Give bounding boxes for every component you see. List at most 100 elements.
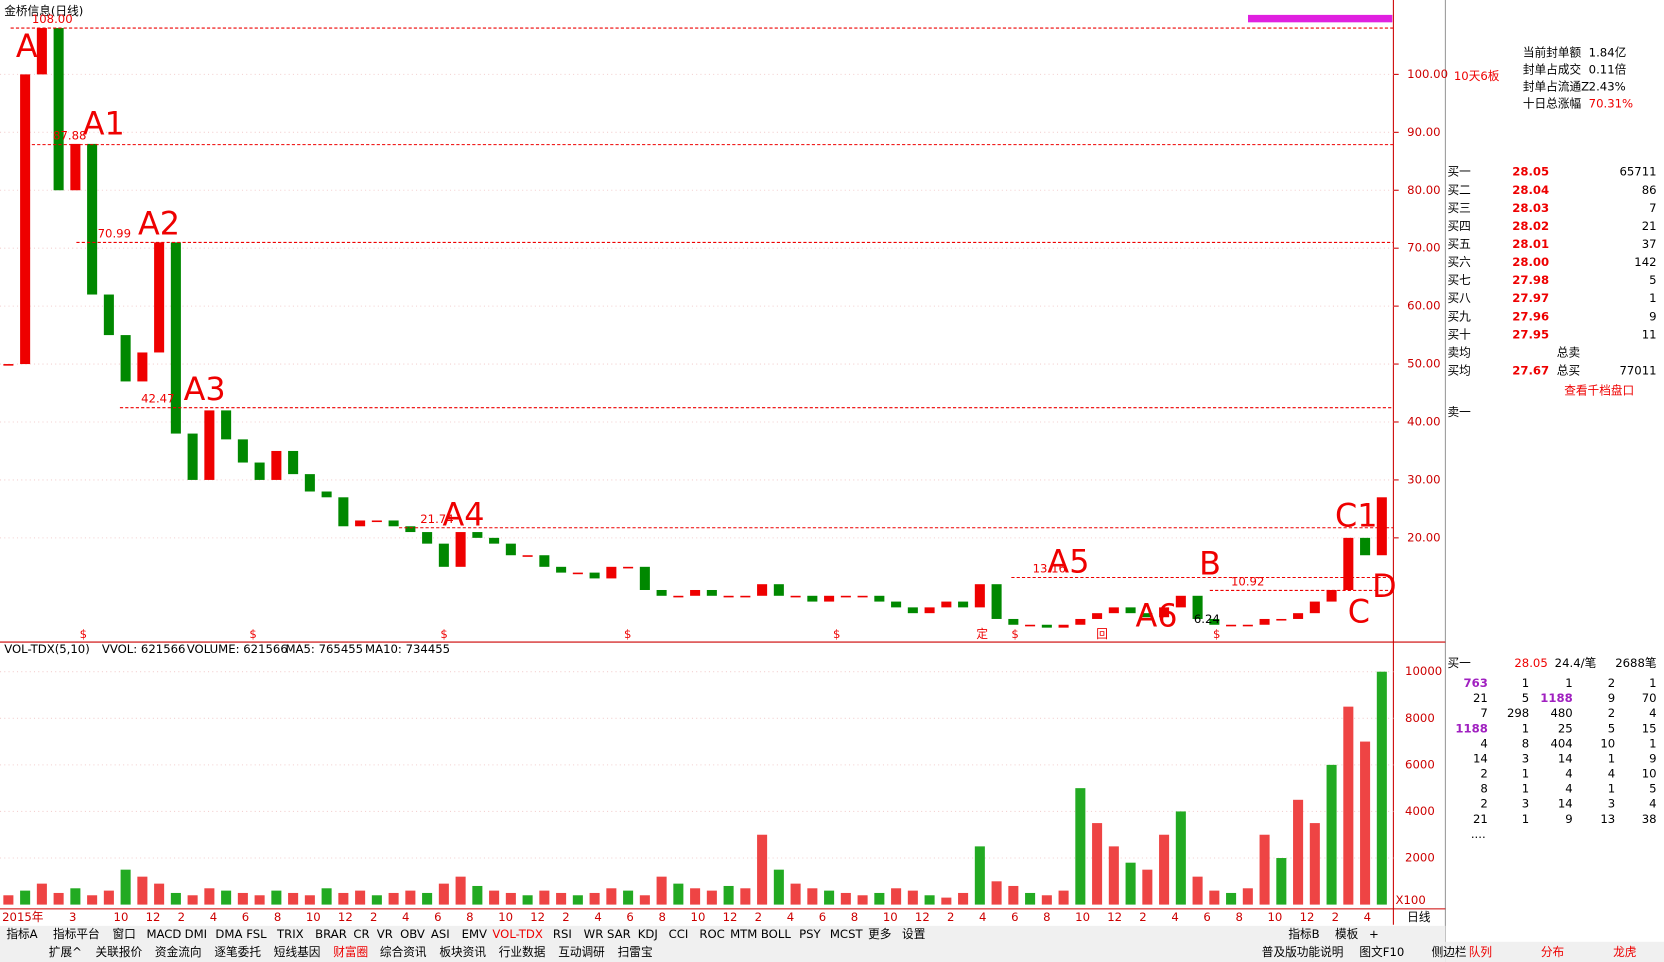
toolbar-tab[interactable]: 扫雷宝 [618,945,653,959]
toolbar-tab[interactable]: TRIX [276,927,304,941]
toolbar-tab[interactable]: MCST [830,927,864,941]
volume-bar [958,892,969,905]
x-tick-label: 6 [1203,910,1210,924]
volume-bar [991,881,1002,905]
toolbar-tab[interactable]: KDJ [638,927,658,941]
toolbar-tab[interactable]: FSL [246,927,267,941]
toolbar-tab[interactable]: MACD [146,927,181,941]
toolbar-tab[interactable]: + [1369,927,1379,941]
toolbar-tab[interactable]: PSY [799,927,821,941]
side-tab[interactable]: 龙虎 [1613,945,1636,959]
y-tick-label: 60.00 [1407,299,1440,313]
volume-bar [974,846,985,905]
bid-level: 买七 [1448,273,1472,287]
tick-cell: 4 [1649,706,1656,720]
toolbar-tab[interactable]: SAR [607,927,631,941]
candle [974,584,985,608]
candle [522,555,533,557]
toolbar-tab[interactable]: ROC [699,927,724,941]
toolbar-tab[interactable]: 综合资讯 [380,945,427,959]
toolbar-tab[interactable]: EMV [462,927,487,941]
toolbar-tab[interactable]: MTM [730,927,757,941]
volume-bar [355,890,366,905]
toolbar-tab[interactable]: 短线基因 [274,945,321,959]
candle [1343,537,1354,590]
volume-bar [740,888,751,905]
toolbar-tab[interactable]: ASI [431,927,450,941]
side-tab[interactable]: 队列 [1469,945,1492,959]
toolbar-tab[interactable]: VOL-TDX [492,927,542,941]
bid-volume: 65711 [1619,165,1656,179]
toolbar-tab[interactable]: 指标B [1288,927,1319,941]
candle [237,439,248,463]
toolbar-tab[interactable]: 更多 [868,927,892,941]
candle [706,589,717,596]
toolbar-tab[interactable]: 逐笔委托 [214,945,261,959]
toolbar-tab[interactable]: WR [584,927,604,941]
toolbar-tab[interactable]: 普及版功能说明 [1262,945,1344,959]
depth-link[interactable]: 查看千档盘口 [1564,384,1634,398]
bid-volume: 21 [1642,219,1657,233]
volume-bar [874,892,885,905]
toolbar-tab[interactable]: 模板 [1335,927,1359,941]
toolbar-tab[interactable]: RSI [553,927,572,941]
volume-bar [170,892,181,905]
tick-cell: 1 [1522,767,1529,781]
y-tick-label: 40.00 [1407,414,1440,428]
tick-cell: 9 [1649,751,1656,765]
tick-cell: 1188 [1540,691,1572,705]
toolbar-tab[interactable]: 设置 [902,927,926,941]
x-tick-label: 10 [114,910,129,924]
toolbar-tab[interactable]: DMI [185,927,207,941]
candle [103,294,114,336]
candle [723,595,734,598]
toolbar-tab[interactable]: 窗口 [112,927,135,941]
volume-bar [706,890,717,905]
toolbar-tab[interactable]: BRAR [315,927,347,941]
toolbar-tab[interactable]: 指标A [6,927,37,941]
toolbar-tab[interactable]: 侧边栏 [1432,945,1467,959]
toolbar-tab[interactable]: 扩展^ [49,945,82,959]
tick-cell: 5 [1649,782,1656,796]
x-tick-label: 2 [1332,910,1339,924]
candle [589,572,600,579]
x-tick-label: 4 [402,910,409,924]
y-tick-label: 10000 [1405,664,1442,678]
toolbar-tab[interactable]: CR [353,927,369,941]
event-marker: 定 [976,627,988,641]
volume-bar [790,883,801,905]
event-marker: $ [249,627,256,641]
candle [3,364,14,366]
annotation: C1 [1335,497,1377,535]
toolbar-tab[interactable]: DMA [215,927,242,941]
tick-header: 2688笔 [1615,656,1657,670]
bid-price: 27.96 [1512,309,1549,323]
toolbar-tab[interactable]: 互动调研 [558,945,605,959]
toolbar-tab[interactable]: OBV [400,927,425,941]
x-tick-label: 8 [1235,910,1242,924]
candle [1376,497,1387,556]
volume-bar [941,897,952,905]
toolbar-tab[interactable]: 指标平台 [53,927,100,941]
bid-price: 28.04 [1512,183,1549,197]
annotation: D [1372,567,1397,605]
toolbar-tab[interactable]: BOLL [761,927,791,941]
x-tick-label: 12 [338,910,353,924]
bid-level: 买三 [1448,201,1471,215]
toolbar-tab[interactable]: 资金流向 [155,945,202,959]
toolbar-tab[interactable]: 关联报价 [96,945,143,959]
toolbar-tab[interactable]: 板块资讯 [439,945,486,959]
candle [505,543,516,556]
toolbar-tab[interactable]: 财富圈 [333,945,368,959]
volume-bar [639,895,650,905]
side-tab[interactable]: 分布 [1541,945,1564,959]
volume-bar [656,876,667,905]
toolbar-tab[interactable]: 图文F10 [1359,945,1404,959]
toolbar-tab[interactable]: 行业数据 [499,945,546,959]
toolbar-tab[interactable]: VR [377,927,393,941]
candle [288,450,299,475]
toolbar-tab[interactable]: CCI [669,927,689,941]
bid-level: 买九 [1448,309,1472,323]
tick-cell: 1 [1522,721,1529,735]
volume-header: VVOL: 621566 [102,642,186,656]
